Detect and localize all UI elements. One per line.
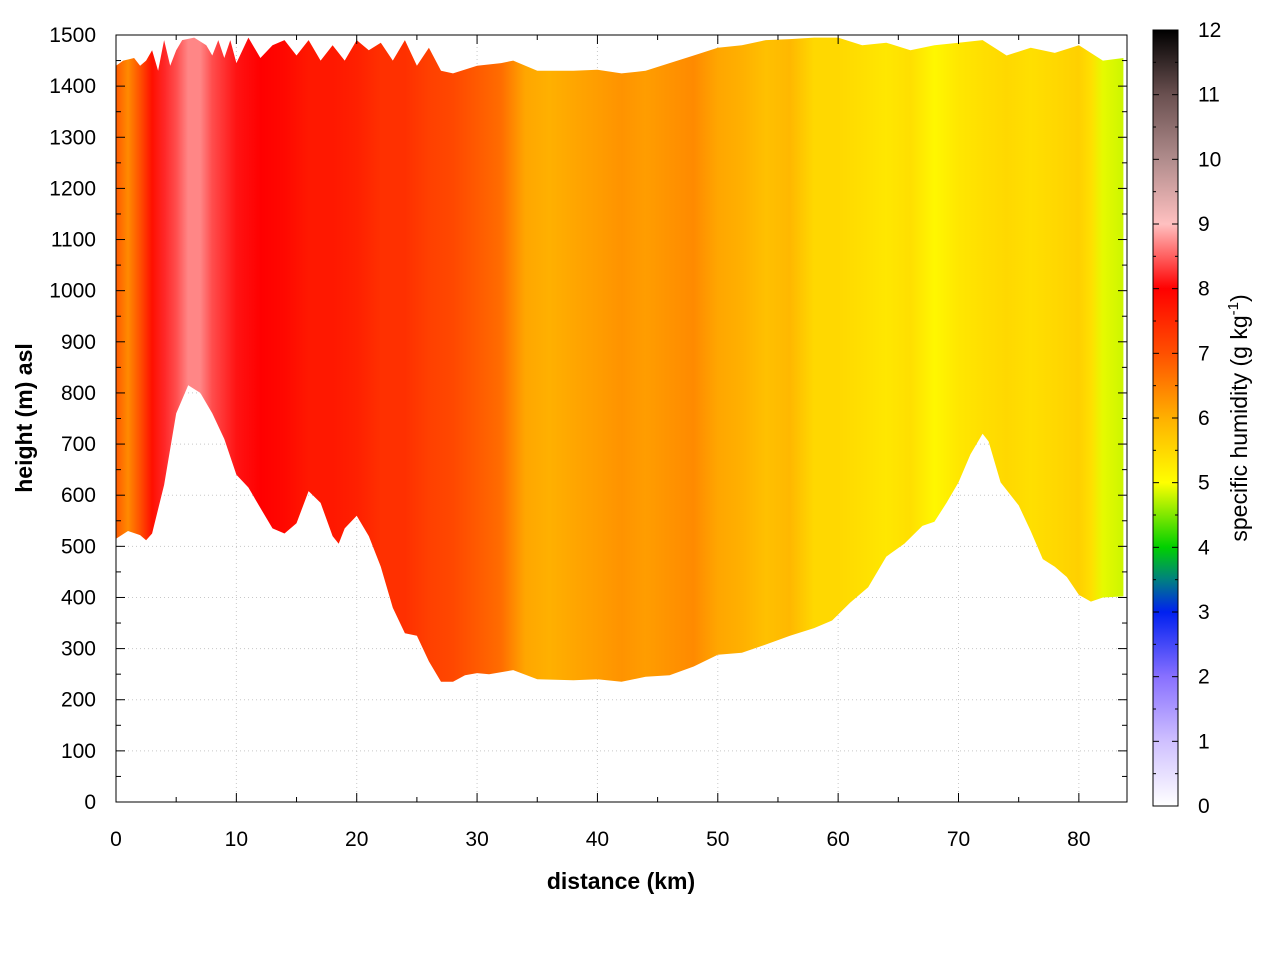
y-tick-label: 1500 bbox=[49, 24, 96, 47]
colorbar-tick-label: 8 bbox=[1198, 278, 1210, 301]
colorbar-title: specific humidity (g kg-1) bbox=[1225, 294, 1252, 541]
y-axis-title: height (m) asl bbox=[11, 343, 37, 493]
x-tick-label: 80 bbox=[1067, 828, 1090, 851]
y-tick-label: 200 bbox=[61, 689, 96, 712]
x-tick-label: 60 bbox=[826, 828, 849, 851]
x-tick-label: 30 bbox=[465, 828, 488, 851]
colorbar-tick-label: 7 bbox=[1198, 342, 1210, 365]
x-axis: 0 10 20 30 40 50 60 70 80 bbox=[110, 35, 1091, 851]
x-tick-label: 70 bbox=[947, 828, 970, 851]
y-tick-label: 0 bbox=[84, 791, 96, 814]
colorbar-tick-label: 5 bbox=[1198, 472, 1210, 495]
colorbar-tick-label: 11 bbox=[1198, 84, 1220, 107]
colorbar-tick-label: 0 bbox=[1198, 795, 1210, 818]
x-tick-label: 10 bbox=[225, 828, 248, 851]
y-tick-label: 900 bbox=[61, 331, 96, 354]
y-tick-label: 1000 bbox=[49, 280, 96, 303]
y-axis: 0 100 200 300 400 500 600 700 800 900 1000 1100 1200… bbox=[49, 24, 1127, 814]
y-tick-label: 500 bbox=[61, 535, 96, 558]
x-tick-label: 0 bbox=[110, 828, 122, 851]
y-tick-label: 700 bbox=[61, 433, 96, 456]
y-tick-label: 1200 bbox=[49, 177, 96, 200]
y-tick-label: 1300 bbox=[49, 126, 96, 149]
colorbar-tick-label: 6 bbox=[1198, 407, 1210, 430]
colorbar-tick-label: 10 bbox=[1198, 148, 1221, 171]
y-tick-label: 1400 bbox=[49, 75, 96, 98]
colorbar-tick-label: 2 bbox=[1198, 666, 1210, 689]
colorbar-title-main: specific humidity (g kg bbox=[1226, 315, 1252, 541]
y-tick-label: 600 bbox=[61, 484, 96, 507]
colorbar-tick-label: 12 bbox=[1198, 19, 1221, 42]
colorbar-tick-label: 1 bbox=[1198, 730, 1210, 753]
colorbar-tick-label: 9 bbox=[1198, 213, 1210, 236]
colorbar-tick-label: 4 bbox=[1198, 536, 1210, 559]
colorbar-tick-label: 3 bbox=[1198, 601, 1210, 624]
x-tick-label: 20 bbox=[345, 828, 368, 851]
y-tick-label: 800 bbox=[61, 382, 96, 405]
colorbar-title-exponent: -1 bbox=[1225, 302, 1242, 315]
y-tick-label: 1100 bbox=[51, 229, 96, 252]
y-tick-label: 100 bbox=[61, 740, 96, 763]
y-tick-label: 400 bbox=[61, 586, 96, 609]
x-tick-label: 50 bbox=[706, 828, 729, 851]
y-tick-label: 300 bbox=[61, 638, 96, 661]
x-tick-label: 40 bbox=[586, 828, 609, 851]
x-axis-title: distance (km) bbox=[547, 868, 695, 894]
humidity-field bbox=[116, 37, 1124, 682]
colorbar-title-close: ) bbox=[1226, 294, 1252, 302]
